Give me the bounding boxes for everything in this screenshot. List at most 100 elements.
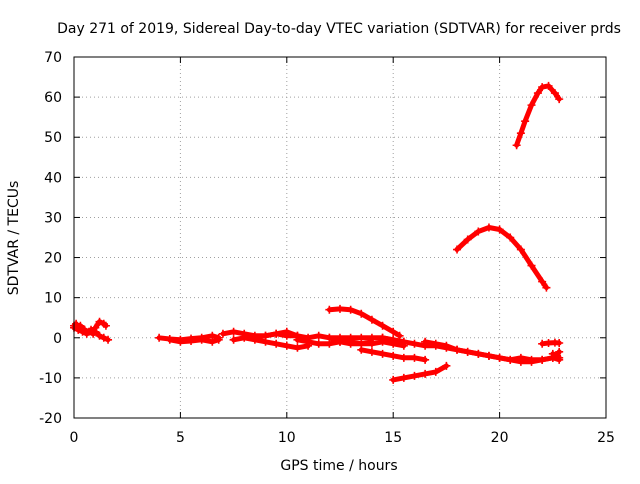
data-point	[155, 333, 164, 342]
data-point	[421, 369, 430, 378]
series-arc-18	[548, 347, 564, 360]
tick-layer: 0 5 10 15 20 25 -20 -10 0 10 20 30 40 50 60 70	[39, 50, 615, 446]
data-point	[555, 347, 564, 356]
data-point	[527, 101, 536, 110]
series-arc-14	[421, 337, 564, 366]
series-arc-4	[165, 335, 223, 346]
series-arc-11	[357, 345, 430, 364]
data-point	[431, 339, 440, 348]
data-point	[516, 129, 525, 138]
data-point	[389, 375, 398, 384]
data-point	[442, 361, 451, 370]
data-point	[165, 335, 174, 344]
data-point	[325, 305, 334, 314]
data-point	[378, 333, 387, 342]
data-point	[240, 333, 249, 342]
data-point	[538, 277, 547, 286]
x-tick-label: 10	[278, 430, 296, 446]
series-arc-2	[70, 323, 113, 344]
data-point	[555, 95, 564, 104]
data-point	[367, 333, 376, 342]
y-tick-label: 0	[53, 331, 62, 347]
data-point	[516, 357, 525, 366]
y-axis-label: SDTVAR / TECUs	[6, 181, 22, 296]
x-tick-label: 15	[384, 430, 402, 446]
data-point	[176, 337, 185, 346]
y-tick-label: -10	[39, 371, 62, 387]
data-point	[555, 338, 564, 347]
data-point	[521, 117, 530, 126]
data-point	[399, 353, 408, 362]
data-point	[431, 367, 440, 376]
data-point	[336, 304, 344, 313]
data-point	[293, 335, 302, 344]
data-point	[229, 335, 238, 344]
data-point	[293, 343, 302, 352]
data-point	[304, 337, 313, 346]
data-point	[453, 245, 462, 254]
data-point	[544, 81, 553, 90]
data-point	[389, 335, 398, 344]
x-tick-label: 20	[491, 430, 509, 446]
data-point	[214, 335, 223, 344]
x-tick-label: 5	[176, 430, 185, 446]
data-point	[91, 327, 100, 336]
data-point	[474, 349, 483, 358]
data-point	[208, 337, 217, 346]
data-point	[82, 329, 91, 338]
data-point	[442, 341, 451, 350]
data-point	[272, 329, 281, 338]
plot-frame	[73, 56, 607, 419]
series-arc-17	[538, 338, 564, 348]
data-point	[87, 325, 96, 334]
data-point	[104, 335, 113, 344]
series-arc-13	[389, 361, 451, 384]
data-point	[421, 337, 430, 346]
data-point	[346, 333, 355, 342]
data-point	[336, 333, 344, 342]
data-point	[548, 349, 557, 358]
data-point	[553, 351, 562, 360]
data-point	[95, 317, 104, 326]
data-point	[506, 233, 515, 242]
data-point	[399, 337, 408, 346]
y-tick-label: 50	[44, 130, 62, 146]
data-point	[282, 331, 291, 340]
x-tick-label: 25	[597, 430, 615, 446]
data-point	[357, 333, 366, 342]
data-point	[187, 336, 196, 345]
data-point	[495, 225, 504, 234]
data-point	[516, 245, 525, 254]
data-point	[538, 355, 547, 364]
data-point	[538, 83, 547, 92]
data-point	[389, 351, 398, 360]
data-layer	[70, 81, 564, 384]
data-point	[95, 331, 104, 340]
y-tick-label: 10	[44, 291, 62, 307]
series-trace	[454, 225, 549, 291]
x-tick-label: 0	[70, 430, 79, 446]
data-point	[250, 333, 259, 342]
y-tick-label: 60	[44, 90, 62, 106]
data-point	[218, 329, 227, 338]
data-point	[378, 349, 387, 358]
x-axis-label: GPS time / hours	[280, 458, 397, 474]
chart-title: Day 271 of 2019, Sidereal Day-to-day VTE…	[57, 21, 621, 37]
data-point	[410, 371, 419, 380]
data-point	[533, 89, 542, 98]
data-point	[421, 355, 430, 364]
data-point	[74, 325, 83, 334]
series-arc-15	[453, 223, 551, 292]
data-point	[399, 373, 408, 382]
data-point	[484, 223, 493, 232]
data-point	[282, 341, 291, 350]
data-point	[357, 309, 366, 318]
y-tick-label: 70	[44, 50, 62, 66]
data-point	[506, 355, 515, 364]
data-point	[314, 331, 323, 340]
data-point	[538, 339, 547, 348]
data-point	[495, 353, 504, 362]
